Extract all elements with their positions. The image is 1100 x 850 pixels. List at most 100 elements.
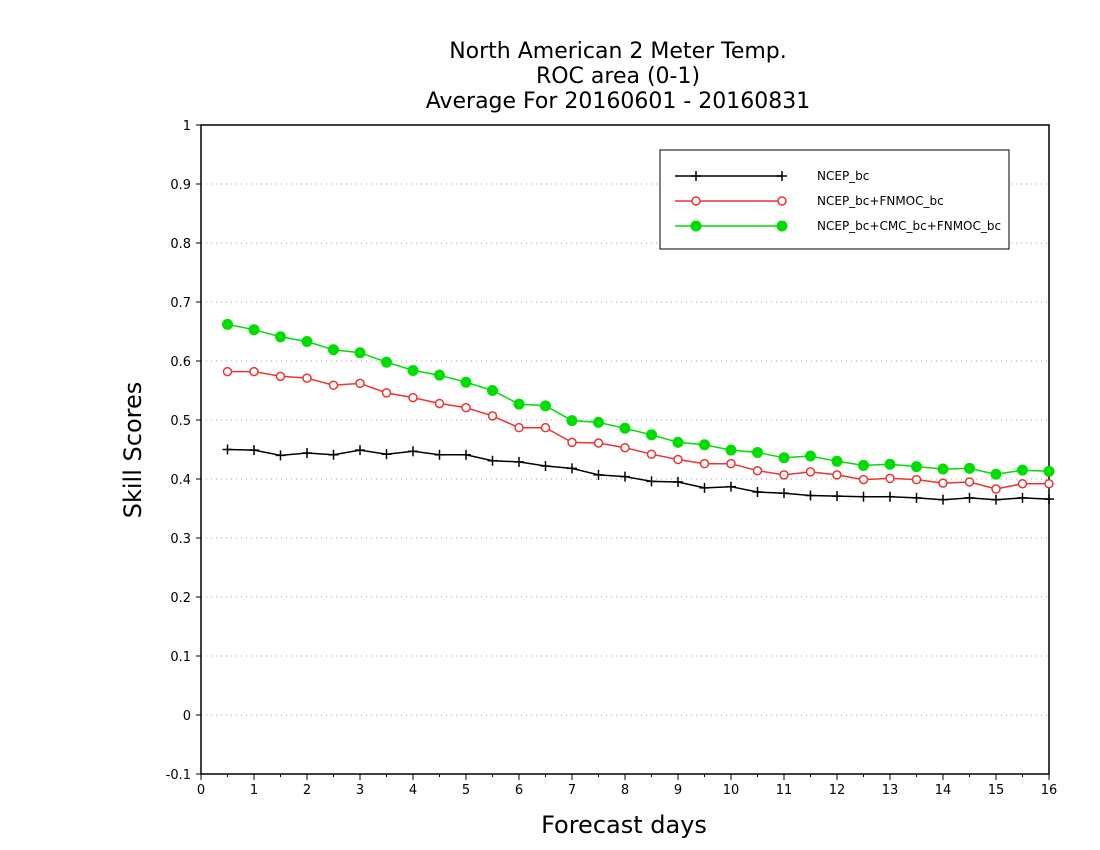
x-tick-label: 2 — [303, 783, 311, 798]
data-point — [991, 494, 1001, 505]
legend-item-0: NCEP_bc — [675, 169, 869, 183]
series-1 — [222, 366, 1054, 494]
title-line-1: North American 2 Meter Temp. — [449, 39, 787, 64]
data-point — [699, 458, 710, 469]
data-point — [699, 439, 710, 451]
legend-label: NCEP_bc — [817, 169, 869, 183]
axis-ticks: -0.100.10.20.30.40.50.60.70.80.910 1 2 3 4 5 6… — [166, 119, 1058, 798]
data-point — [964, 477, 975, 487]
data-point — [1017, 492, 1028, 503]
data-point — [646, 449, 657, 459]
series-2 — [222, 318, 1055, 480]
legend-marker — [777, 196, 787, 206]
data-point — [249, 445, 259, 456]
data-point — [752, 486, 763, 497]
chart-title: North American 2 Meter Temp. ROC area (0… — [426, 39, 811, 114]
data-point — [673, 476, 683, 487]
data-point — [354, 347, 366, 359]
data-point — [726, 481, 736, 492]
data-point — [381, 356, 392, 368]
y-tick-label: 0.8 — [170, 237, 191, 252]
x-axis-label: Forecast days — [541, 811, 707, 839]
data-point — [858, 474, 869, 485]
data-point — [990, 468, 1002, 480]
data-point — [938, 478, 948, 488]
y-tick-label: 0.6 — [170, 355, 191, 370]
data-point — [355, 445, 365, 456]
data-point — [328, 449, 339, 460]
data-point — [911, 461, 922, 473]
x-tick-label: 13 — [882, 783, 899, 798]
data-point — [275, 331, 286, 343]
data-point — [567, 437, 577, 448]
x-tick-label: 5 — [462, 783, 470, 798]
data-point — [222, 318, 233, 330]
data-point — [566, 415, 578, 427]
data-point — [725, 444, 737, 456]
y-axis-label: Skill Scores — [119, 382, 147, 519]
legend-label: NCEP_bc+CMC_bc+FNMOC_bc — [817, 219, 1001, 233]
data-point — [1017, 464, 1028, 476]
data-point — [858, 459, 869, 471]
y-tick-label: 0.3 — [170, 532, 191, 547]
data-point — [964, 462, 975, 474]
data-point — [567, 463, 577, 474]
title-line-2: ROC area (0-1) — [536, 64, 700, 89]
data-point — [885, 473, 895, 484]
data-point — [1044, 478, 1054, 489]
legend-marker — [691, 171, 701, 181]
data-point — [513, 398, 525, 410]
data-point — [805, 467, 816, 477]
x-tick-label: 0 — [197, 783, 205, 798]
data-point — [487, 411, 498, 421]
data-point — [381, 449, 392, 460]
data-point — [672, 436, 684, 448]
x-tick-label: 14 — [935, 783, 952, 798]
y-tick-label: 0 — [183, 709, 191, 724]
legend-box — [659, 149, 1010, 250]
data-point — [699, 482, 710, 493]
data-point — [673, 454, 683, 465]
y-tick-label: 0.9 — [170, 178, 191, 193]
data-point — [593, 438, 604, 448]
y-tick-label: 0.5 — [170, 414, 191, 429]
data-point — [620, 442, 630, 453]
data-point — [619, 422, 631, 434]
x-tick-label: 8 — [621, 783, 629, 798]
data-point — [301, 336, 313, 348]
data-point — [752, 446, 763, 458]
data-point — [778, 452, 790, 464]
data-point — [487, 385, 498, 396]
data-point — [991, 484, 1001, 494]
data-point — [540, 400, 551, 412]
data-point — [222, 366, 233, 377]
data-point — [885, 491, 895, 502]
series-0 — [222, 444, 1054, 505]
x-tick-label: 9 — [674, 783, 682, 798]
x-tick-label: 3 — [356, 783, 364, 798]
y-tick-label: 0.2 — [170, 591, 191, 606]
data-point — [328, 344, 339, 356]
data-point — [461, 449, 471, 460]
legend-label: NCEP_bc+FNMOC_bc — [817, 194, 944, 208]
data-point — [911, 492, 922, 503]
data-point — [1044, 494, 1054, 505]
data-point — [831, 455, 843, 467]
data-point — [434, 398, 445, 409]
data-point — [726, 458, 736, 469]
x-tick-label: 7 — [568, 783, 576, 798]
data-point — [434, 369, 445, 381]
data-point — [1043, 465, 1055, 477]
series-layer — [222, 318, 1055, 505]
data-point — [408, 392, 418, 403]
legend-marker — [776, 220, 788, 232]
data-point — [514, 422, 524, 433]
legend: NCEP_bc NCEP_bc+FNMOC_bc NCEP_bc+CMC_bc+FN… — [659, 149, 1010, 250]
data-point — [593, 469, 604, 480]
x-tick-label: 1 — [250, 783, 258, 798]
legend-marker — [691, 196, 701, 206]
data-point — [911, 474, 922, 485]
y-tick-label: 0.7 — [170, 296, 191, 311]
data-point — [275, 450, 286, 461]
data-point — [355, 378, 365, 389]
